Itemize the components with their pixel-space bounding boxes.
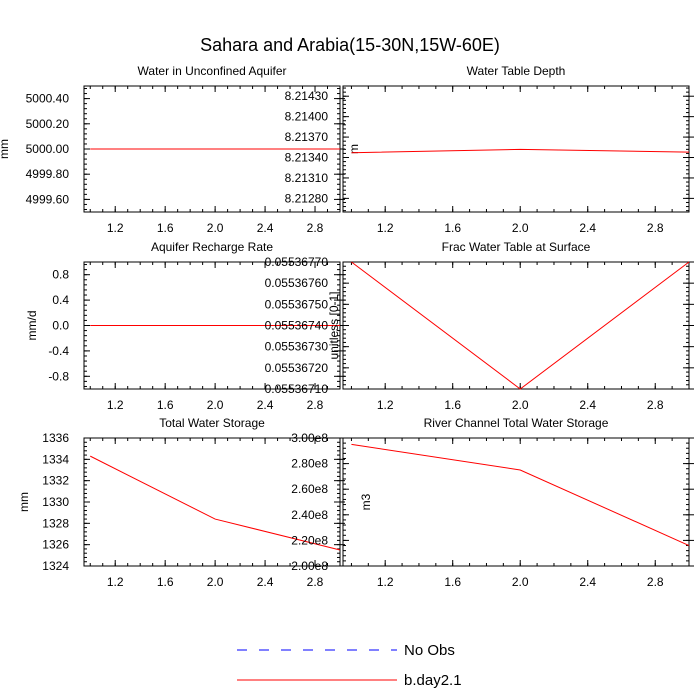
x-tick-label: 1.6 xyxy=(157,398,174,412)
x-tick-label: 2.8 xyxy=(307,221,324,235)
y-tick-label: 5000.20 xyxy=(26,117,70,131)
x-tick-label: 1.2 xyxy=(107,575,124,589)
y-tick-label: 0.05536760 xyxy=(265,276,329,290)
y-tick-label: 8.21310 xyxy=(285,171,329,185)
x-tick-label: 2.4 xyxy=(257,575,274,589)
x-tick-label: 2.4 xyxy=(257,398,274,412)
panel-river-channel-total-water-storage: River Channel Total Water Storage m3 1.2 1.… xyxy=(291,416,694,589)
x-tick-label: 1.2 xyxy=(107,398,124,412)
y-tick-label: 5000.00 xyxy=(26,142,70,156)
panel-water-table-depth: Water Table Depth m 1.2 1.6 2.0 2.4 2.8 8.21280… xyxy=(285,64,694,235)
panel-title: River Channel Total Water Storage xyxy=(424,416,609,430)
x-tick-label: 2.8 xyxy=(647,221,664,235)
y-tick-label: 4999.80 xyxy=(26,167,70,181)
x-tick-label: 1.2 xyxy=(377,575,394,589)
x-tick-label: 2.0 xyxy=(512,221,529,235)
panel-water-in-unconfined-aquifer: Water in Unconfined Aquifer mm 1.2 1.6 2.0 2.… xyxy=(0,64,345,235)
x-tick-label: 2.8 xyxy=(307,398,324,412)
panel-total-water-storage: Total Water Storage mm 1.2 1.6 2.0 2.4 2.8 1324… xyxy=(17,416,345,589)
panel-aquifer-recharge-rate: Aquifer Recharge Rate mm/d 1.2 1.6 2.0 2.4 2.8… xyxy=(25,240,345,412)
y-tick-label: 0.05536710 xyxy=(265,382,329,396)
x-tick-label: 2.0 xyxy=(512,398,529,412)
plot-frame xyxy=(342,261,690,390)
panel-title: Aquifer Recharge Rate xyxy=(151,240,273,254)
x-tick-label: 2.8 xyxy=(647,398,664,412)
y-tick-label: 0.05536740 xyxy=(265,319,329,333)
y-axis-label: m xyxy=(347,144,361,154)
y-axis-label: mm/d xyxy=(25,311,39,341)
y-axis-label: mm xyxy=(17,492,31,512)
x-tick-label: 1.2 xyxy=(377,398,394,412)
x-tick-label: 1.6 xyxy=(444,575,461,589)
y-tick-label: 1332 xyxy=(42,474,69,488)
y-tick-label: 1324 xyxy=(42,559,69,573)
y-tick-label: 0.05536770 xyxy=(265,255,329,269)
y-tick-label: 8.21340 xyxy=(285,151,329,165)
series-line-b-day2-1 xyxy=(351,261,690,390)
y-tick-label: 2.60e8 xyxy=(291,482,328,496)
plot-frame xyxy=(342,437,690,567)
y-tick-label: 0.8 xyxy=(52,268,69,282)
x-tick-label: 2.4 xyxy=(579,221,596,235)
legend-label-no-obs: No Obs xyxy=(404,642,455,659)
y-tick-label: 2.00e8 xyxy=(291,559,328,573)
x-tick-label: 2.0 xyxy=(207,398,224,412)
y-axis-label: mm xyxy=(0,139,11,159)
x-tick-label: 2.0 xyxy=(207,221,224,235)
y-tick-label: -0.8 xyxy=(48,369,69,383)
y-tick-label: 1328 xyxy=(42,516,69,530)
series-line-b-day2-1 xyxy=(351,443,690,546)
y-tick-label: 5000.40 xyxy=(26,92,70,106)
y-tick-label: 8.21400 xyxy=(285,110,329,124)
y-axis-label: unitless [0-1] xyxy=(327,291,341,359)
y-tick-label: 4999.60 xyxy=(26,192,70,206)
x-tick-label: 2.8 xyxy=(307,575,324,589)
y-tick-label: 1330 xyxy=(42,495,69,509)
x-tick-label: 2.4 xyxy=(579,398,596,412)
panel-title: Total Water Storage xyxy=(159,416,265,430)
y-tick-label: 8.21430 xyxy=(285,89,329,103)
y-tick-label: 1334 xyxy=(42,452,69,466)
y-tick-label: 3.00e8 xyxy=(291,431,328,445)
y-tick-label: 0.05536730 xyxy=(265,340,329,354)
y-tick-label: -0.4 xyxy=(48,344,69,358)
y-tick-label: 8.21280 xyxy=(285,191,329,205)
series-line-b-day2-1 xyxy=(351,148,690,154)
y-tick-label: 2.40e8 xyxy=(291,508,328,522)
panel-title: Frac Water Table at Surface xyxy=(442,240,591,254)
x-tick-label: 2.4 xyxy=(579,575,596,589)
x-tick-label: 2.4 xyxy=(257,221,274,235)
main-title: Sahara and Arabia(15-30N,15W-60E) xyxy=(200,35,500,55)
panel-title: Water Table Depth xyxy=(467,64,566,78)
y-tick-label: 0.05536720 xyxy=(265,361,329,375)
x-tick-label: 2.8 xyxy=(647,575,664,589)
x-tick-label: 1.6 xyxy=(444,398,461,412)
y-tick-label: 8.21370 xyxy=(285,130,329,144)
y-tick-label: 2.20e8 xyxy=(291,533,328,547)
x-tick-label: 1.6 xyxy=(444,221,461,235)
y-axis-label: m3 xyxy=(359,493,373,510)
y-tick-label: 0.0 xyxy=(52,319,69,333)
chart-panels: Water in Unconfined Aquifer mm 1.2 1.6 2.0 2.… xyxy=(0,64,694,589)
y-tick-label: 0.05536750 xyxy=(265,297,329,311)
x-tick-label: 1.6 xyxy=(157,575,174,589)
legend: No Obs b.day2.1 xyxy=(237,642,462,689)
x-tick-label: 1.6 xyxy=(157,221,174,235)
panel-title: Water in Unconfined Aquifer xyxy=(138,64,287,78)
panel-frac-water-table-at-surface: Frac Water Table at Surface unitless [0-1… xyxy=(265,240,694,412)
x-tick-label: 2.0 xyxy=(207,575,224,589)
y-tick-label: 2.80e8 xyxy=(291,457,328,471)
y-tick-label: 1326 xyxy=(42,538,69,552)
x-tick-label: 1.2 xyxy=(377,221,394,235)
series-line-b-day2-1 xyxy=(90,455,341,551)
legend-label-model: b.day2.1 xyxy=(404,672,462,689)
x-tick-label: 2.0 xyxy=(512,575,529,589)
y-tick-label: 0.4 xyxy=(52,293,69,307)
x-tick-label: 1.2 xyxy=(107,221,124,235)
y-tick-label: 1336 xyxy=(42,431,69,445)
